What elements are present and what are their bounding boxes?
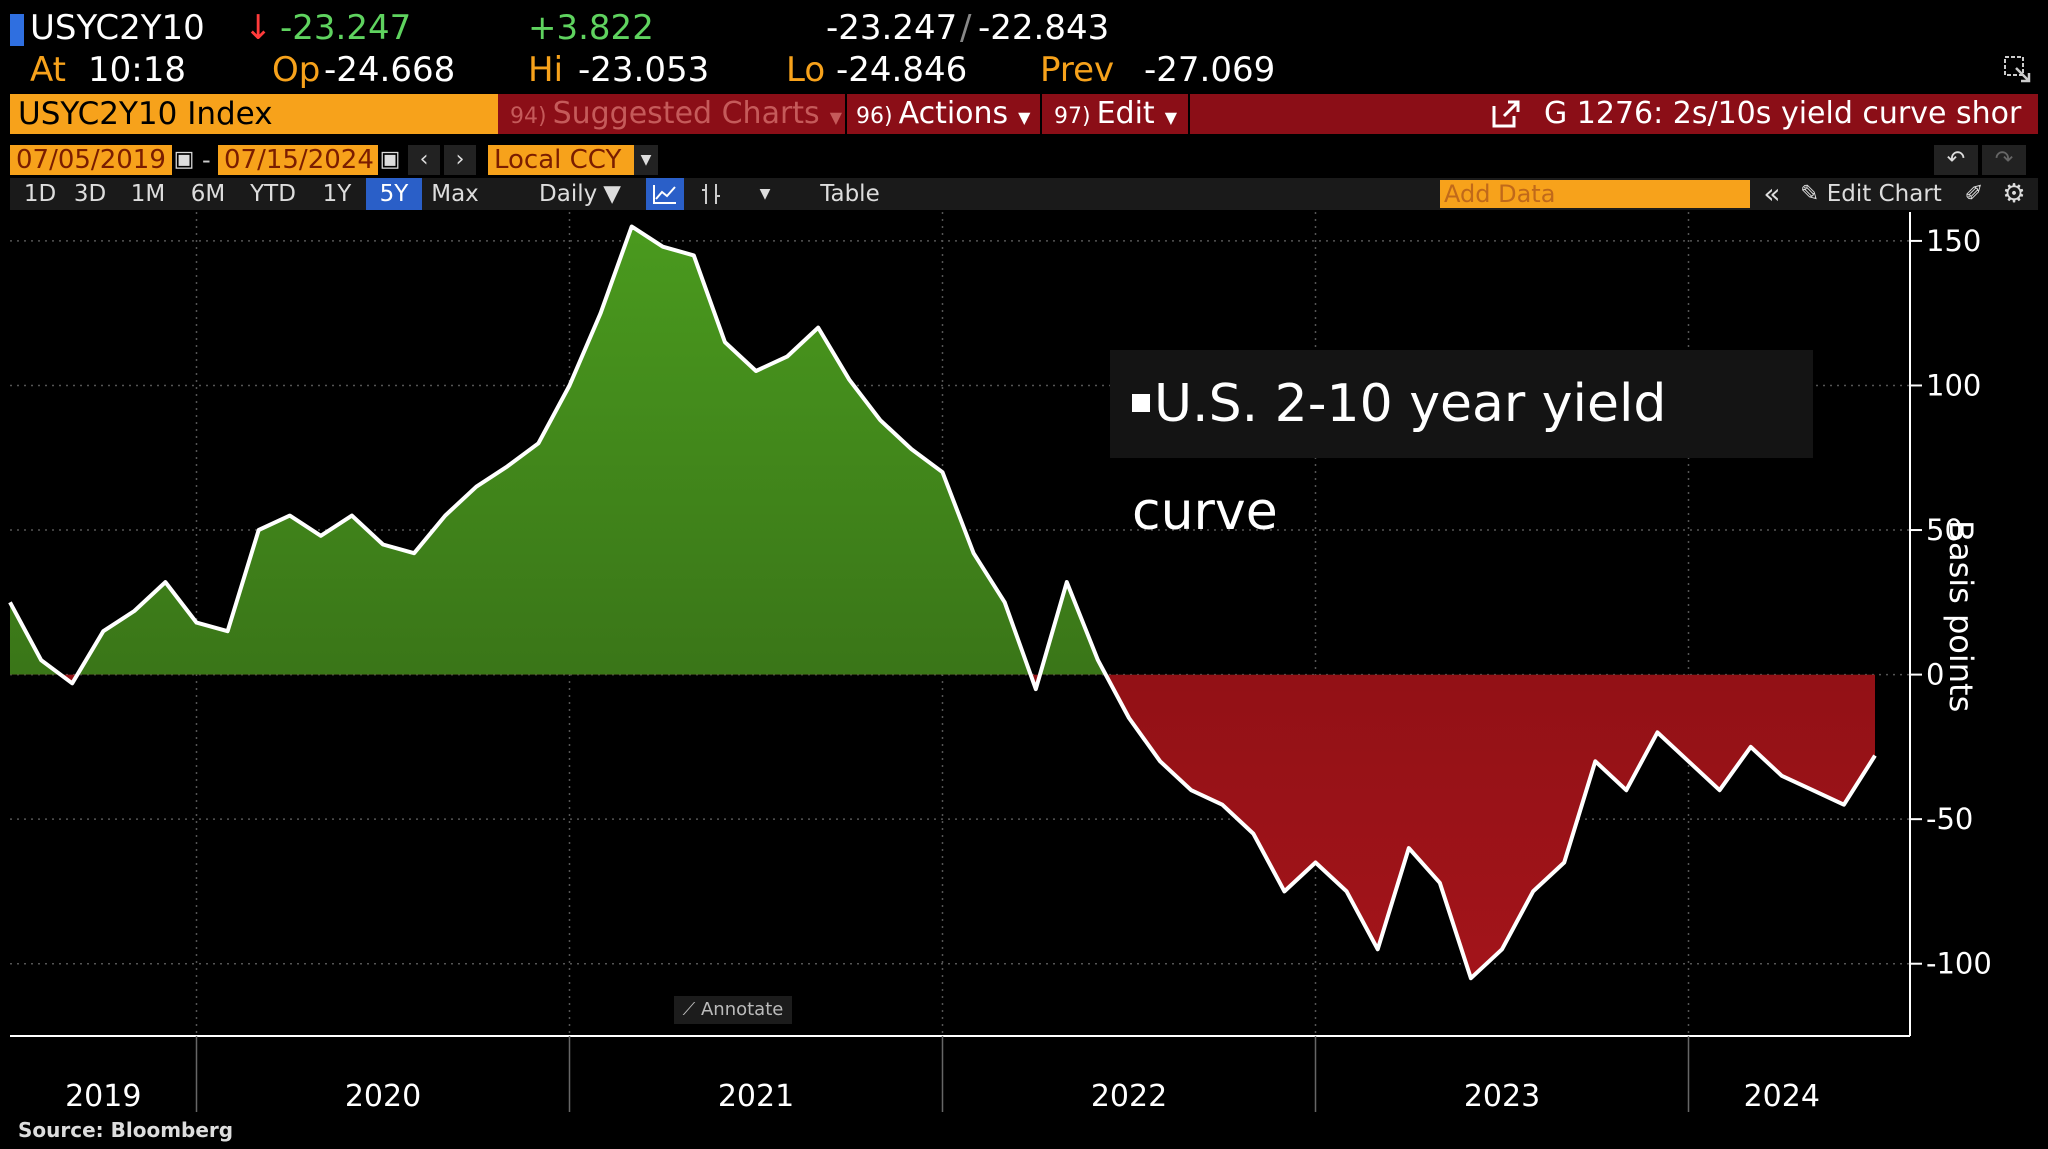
range-button-ytd[interactable]: YTD bbox=[250, 181, 296, 207]
x-axis: 2019 2020 2021 2022 2023 2024 bbox=[10, 1035, 1910, 1112]
chevron-down-icon[interactable]: ▼ bbox=[634, 145, 658, 175]
low-value: -24.846 bbox=[836, 50, 968, 90]
calendar-icon[interactable]: ▣ bbox=[378, 145, 402, 175]
edit-chart-button[interactable]: ✎ Edit Chart bbox=[1796, 178, 1946, 210]
pencil-icon: ⟋ bbox=[682, 999, 696, 1020]
chart-areas bbox=[10, 226, 1875, 979]
caret-down-icon: ▼ bbox=[603, 181, 621, 207]
source-note: Source: Bloomberg bbox=[18, 1118, 234, 1142]
caret-down-icon: ▼ bbox=[829, 108, 842, 127]
actions-menu[interactable]: 96) Actions ▼ bbox=[856, 94, 1030, 134]
ticker-marker bbox=[10, 14, 24, 46]
table-button[interactable]: Table bbox=[820, 181, 880, 207]
range-button-3d[interactable]: 3D bbox=[73, 181, 107, 207]
net-change: +3.822 bbox=[528, 8, 654, 48]
prev-label: Prev bbox=[1040, 50, 1115, 90]
x-tick-label: 2024 bbox=[1744, 1079, 1820, 1112]
chart-legend: U.S. 2-10 year yield curve bbox=[1110, 350, 1813, 542]
x-tick-label: 2023 bbox=[1464, 1079, 1540, 1112]
negative-area bbox=[60, 674, 1875, 979]
ask-price: -22.843 bbox=[978, 8, 1110, 48]
gear-icon[interactable]: ⚙ bbox=[2002, 179, 2026, 209]
legend-swatch bbox=[1132, 394, 1150, 412]
suggested-charts-menu[interactable]: 94) Suggested Charts ▼ bbox=[510, 94, 842, 134]
y-axis-label: Basis points bbox=[1942, 520, 1980, 713]
open-value: -24.668 bbox=[324, 50, 456, 90]
pencil-icon: ✎ bbox=[1800, 181, 1820, 207]
positive-area bbox=[10, 226, 1875, 675]
y-tick-label: 100 bbox=[1926, 368, 1981, 402]
down-arrow-icon: ↓ bbox=[244, 8, 273, 48]
collapse-icon[interactable]: « bbox=[1763, 177, 1781, 210]
edit-num: 97) bbox=[1054, 104, 1091, 129]
actions-num: 96) bbox=[856, 104, 893, 129]
range-button-1d[interactable]: 1D bbox=[23, 181, 57, 207]
range-button-max[interactable]: Max bbox=[431, 181, 479, 207]
annotate-button[interactable]: ⟋ Annotate bbox=[674, 996, 792, 1024]
cmd-divider bbox=[845, 94, 847, 134]
chart-title: G 1276: 2s/10s yield curve shor bbox=[1544, 96, 2022, 131]
add-data-input[interactable]: Add Data bbox=[1440, 180, 1750, 208]
high-value: -23.053 bbox=[578, 50, 710, 90]
y-tick-label: 0 bbox=[1926, 658, 1944, 692]
chart-type-dropdown-icon[interactable]: ▼ bbox=[759, 186, 771, 202]
line-chart-icon[interactable] bbox=[646, 178, 684, 210]
cmd-divider bbox=[1188, 94, 1190, 134]
bar-chart-icon[interactable] bbox=[692, 178, 730, 210]
frequency-select[interactable]: Daily ▼ bbox=[528, 178, 632, 210]
calendar-icon[interactable]: ▣ bbox=[172, 145, 196, 175]
y-tick-label: -50 bbox=[1926, 802, 1973, 836]
high-label: Hi bbox=[528, 50, 564, 90]
prev-value: -27.069 bbox=[1144, 50, 1276, 90]
edit-label: Edit bbox=[1096, 96, 1155, 131]
series-line bbox=[8, 224, 1877, 981]
suggested-charts-num: 94) bbox=[510, 104, 547, 129]
range-button-1y[interactable]: 1Y bbox=[322, 181, 352, 207]
x-tick-label: 2019 bbox=[65, 1079, 141, 1112]
annotation-tool-icon[interactable]: ✐ bbox=[1964, 181, 1984, 207]
bid-price: -23.247 bbox=[826, 8, 958, 48]
actions-label: Actions bbox=[898, 96, 1009, 131]
time-value: 10:18 bbox=[88, 50, 186, 90]
next-period-icon[interactable]: › bbox=[444, 145, 476, 175]
end-date-field[interactable]: 07/15/2024 bbox=[218, 145, 378, 175]
frequency-label: Daily bbox=[539, 181, 598, 207]
security-index-field[interactable]: USYC2Y10 Index bbox=[10, 94, 498, 134]
range-button-5y[interactable]: 5Y bbox=[366, 178, 422, 210]
low-label: Lo bbox=[786, 50, 826, 90]
y-tick-label: 150 bbox=[1926, 224, 1981, 258]
legend-label: U.S. 2-10 year yield curve bbox=[1132, 374, 1667, 542]
caret-down-icon: ▼ bbox=[1018, 108, 1031, 127]
at-label: At bbox=[30, 50, 66, 90]
caret-down-icon: ▼ bbox=[1164, 108, 1177, 127]
currency-select[interactable]: Local CCY bbox=[488, 145, 634, 175]
annotate-label: Annotate bbox=[700, 999, 784, 1020]
y-tick-label: -100 bbox=[1926, 947, 1992, 981]
popout-icon[interactable] bbox=[2002, 54, 2032, 84]
external-link-icon[interactable] bbox=[1490, 98, 1522, 130]
range-button-1m[interactable]: 1M bbox=[130, 181, 166, 207]
x-tick-label: 2020 bbox=[345, 1079, 421, 1112]
redo-icon[interactable]: ↷ bbox=[1982, 145, 2026, 175]
start-date-field[interactable]: 07/05/2019 bbox=[10, 145, 172, 175]
bid-ask-separator: / bbox=[960, 8, 972, 48]
x-tick-label: 2021 bbox=[718, 1079, 794, 1112]
last-price: -23.247 bbox=[280, 8, 412, 48]
cmd-divider bbox=[1040, 94, 1042, 134]
suggested-charts-label: Suggested Charts bbox=[552, 96, 820, 131]
x-tick-label: 2022 bbox=[1091, 1079, 1167, 1112]
date-dash: - bbox=[202, 146, 211, 174]
range-button-6m[interactable]: 6M bbox=[190, 181, 226, 207]
ticker-symbol[interactable]: USYC2Y10 bbox=[30, 8, 205, 48]
edit-menu[interactable]: 97) Edit ▼ bbox=[1054, 94, 1177, 134]
undo-icon[interactable]: ↶ bbox=[1934, 145, 1978, 175]
prev-period-icon[interactable]: ‹ bbox=[408, 145, 440, 175]
edit-chart-label: Edit Chart bbox=[1826, 181, 1942, 207]
y-tick-label: 50 bbox=[1926, 513, 1963, 547]
yield-curve-chart[interactable]: 150 100 50 0 -50 -100 2019 2020 2021 2022 2023 202… bbox=[0, 212, 2048, 1112]
y-axis: 150 100 50 0 -50 -100 bbox=[1909, 212, 1992, 1036]
open-label: Op bbox=[272, 50, 321, 90]
